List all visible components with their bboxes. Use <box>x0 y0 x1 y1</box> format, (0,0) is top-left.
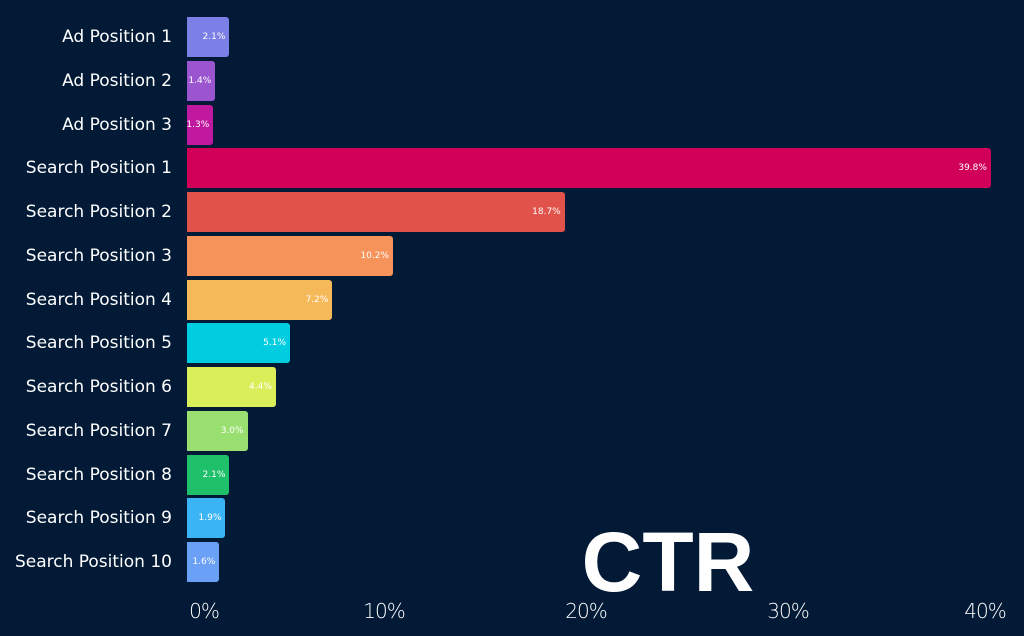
category-label: Ad Position 3 <box>62 114 172 135</box>
category-label: Search Position 9 <box>25 508 172 529</box>
bar: 39.8% <box>187 148 991 189</box>
bar: 1.4% <box>187 60 216 101</box>
data-label: 1.4% <box>188 75 212 86</box>
data-label: 7.2% <box>305 294 329 305</box>
x-tick-label: 0% <box>189 599 220 623</box>
bar: 2.1% <box>187 454 230 495</box>
data-label: 1.9% <box>198 513 222 524</box>
bar: 4.4% <box>187 367 276 407</box>
data-label: 4.4% <box>249 382 272 392</box>
category-label: Search Position 4 <box>25 289 172 310</box>
data-label: 18.7% <box>532 207 561 217</box>
category-label: Search Position 10 <box>14 552 172 572</box>
bar: 1.9% <box>187 498 226 539</box>
bar: 1.6% <box>187 542 220 582</box>
bar: 2.1% <box>187 17 230 57</box>
category-label: Search Position 2 <box>25 202 172 222</box>
category-label: Ad Position 2 <box>62 70 172 91</box>
data-label: 3.0% <box>220 425 244 436</box>
category-label: Search Position 1 <box>25 158 172 179</box>
category-label: Ad Position 1 <box>62 27 172 47</box>
x-tick-label: 20% <box>565 599 607 623</box>
x-tick-label: 40% <box>964 599 1006 623</box>
data-label: 1.3% <box>186 119 210 130</box>
data-label: 10.2% <box>360 250 390 261</box>
category-label: Search Position 6 <box>25 377 172 397</box>
data-label: 2.1% <box>202 32 226 42</box>
bar: 1.3% <box>186 104 214 145</box>
x-tick-label: 30% <box>767 599 809 623</box>
category-label: Search Position 7 <box>25 420 172 441</box>
chart-title: CTR <box>581 515 755 609</box>
bar: 10.2% <box>187 235 394 276</box>
category-label: Search Position 3 <box>25 245 172 266</box>
bar: 18.7% <box>187 192 565 232</box>
bar: 3.0% <box>187 410 248 451</box>
bar: 7.2% <box>187 279 333 320</box>
data-label: 5.1% <box>263 338 287 349</box>
data-label: 2.1% <box>202 469 226 480</box>
x-tick-label: 10% <box>363 599 405 623</box>
category-label: Search Position 8 <box>25 464 172 485</box>
category-label: Search Position 5 <box>25 333 172 354</box>
bar: 5.1% <box>187 323 291 364</box>
data-label: 39.8% <box>958 163 987 174</box>
data-label: 1.6% <box>192 557 216 567</box>
